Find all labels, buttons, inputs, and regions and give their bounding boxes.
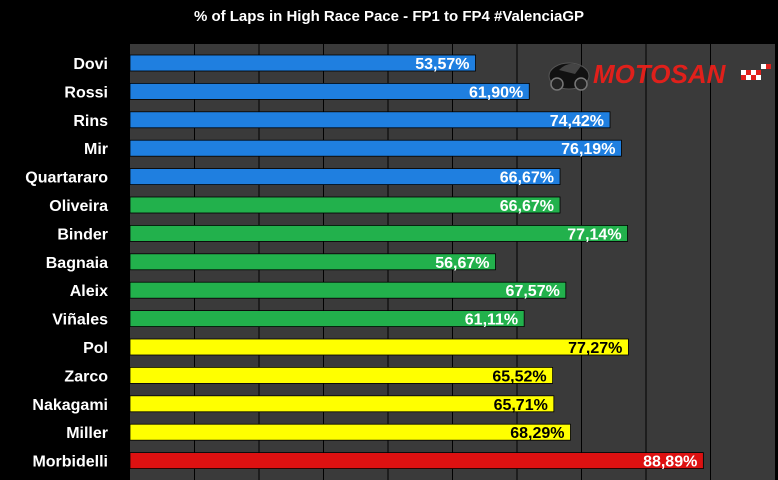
category-label: Pol — [83, 340, 108, 357]
checkered-flag-icon — [741, 64, 771, 80]
category-label: Rossi — [64, 84, 108, 101]
category-label: Nakagami — [32, 397, 108, 414]
bar-quartararo — [129, 168, 561, 186]
category-label: Miller — [66, 425, 108, 442]
motorbike-rider-icon — [548, 62, 590, 91]
category-label: Morbidelli — [32, 454, 108, 471]
value-labels: 53,57%61,90% 74,42% 76,19% 66,67% 66,67% 77,1… — [415, 56, 697, 471]
bar-mir — [129, 139, 622, 157]
bar-bagnaia — [129, 253, 496, 271]
value-label: 65,52% — [492, 368, 546, 385]
category-labels: Dovi Rossi Rins Mir Quartararo Oliveira Binder… — [25, 56, 108, 471]
bar-pol — [129, 338, 629, 356]
value-label: 61,11% — [465, 312, 518, 329]
chart-title: % of Laps in High Race Pace - FP1 to FP4… — [193, 8, 585, 25]
category-label: Oliveira — [49, 198, 108, 215]
category-label: Aleix — [70, 283, 108, 300]
value-label: 67,57% — [506, 283, 560, 300]
value-label: 88,89% — [643, 454, 697, 471]
category-label: Quartararo — [25, 170, 108, 187]
category-label: Zarco — [64, 368, 108, 385]
bar-morbidelli — [129, 452, 704, 470]
value-label: 61,90% — [469, 84, 523, 101]
motosan-logo: MOTOSAN — [548, 59, 771, 91]
value-label: 74,42% — [550, 113, 604, 130]
bar-binder — [129, 224, 628, 242]
bar-oliveira — [129, 196, 561, 214]
value-label: 76,19% — [561, 141, 615, 158]
value-label: 53,57% — [415, 56, 469, 73]
category-label: Bagnaia — [46, 255, 108, 272]
value-label: 66,67% — [500, 170, 554, 187]
category-label: Viñales — [52, 312, 108, 329]
bar-nakagami — [129, 395, 555, 413]
logo-text: MOTOSAN — [593, 59, 727, 89]
bars — [129, 54, 704, 470]
value-label: 66,67% — [500, 198, 554, 215]
category-label: Mir — [84, 141, 108, 158]
category-label: Dovi — [73, 56, 108, 73]
value-label: 68,29% — [510, 425, 564, 442]
bar-zarco — [129, 366, 554, 384]
bar-dovi — [129, 54, 476, 72]
bar-miller — [129, 423, 571, 441]
category-label: Rins — [73, 113, 108, 130]
value-label: 65,71% — [494, 397, 548, 414]
bar-viñales — [129, 310, 525, 328]
bar-aleix — [129, 281, 567, 299]
bar-rins — [129, 111, 611, 129]
bar-rossi — [129, 83, 530, 100]
category-label: Binder — [57, 226, 108, 243]
value-label: 77,27% — [568, 340, 622, 357]
value-label: 56,67% — [435, 255, 489, 272]
value-label: 77,14% — [567, 226, 621, 243]
